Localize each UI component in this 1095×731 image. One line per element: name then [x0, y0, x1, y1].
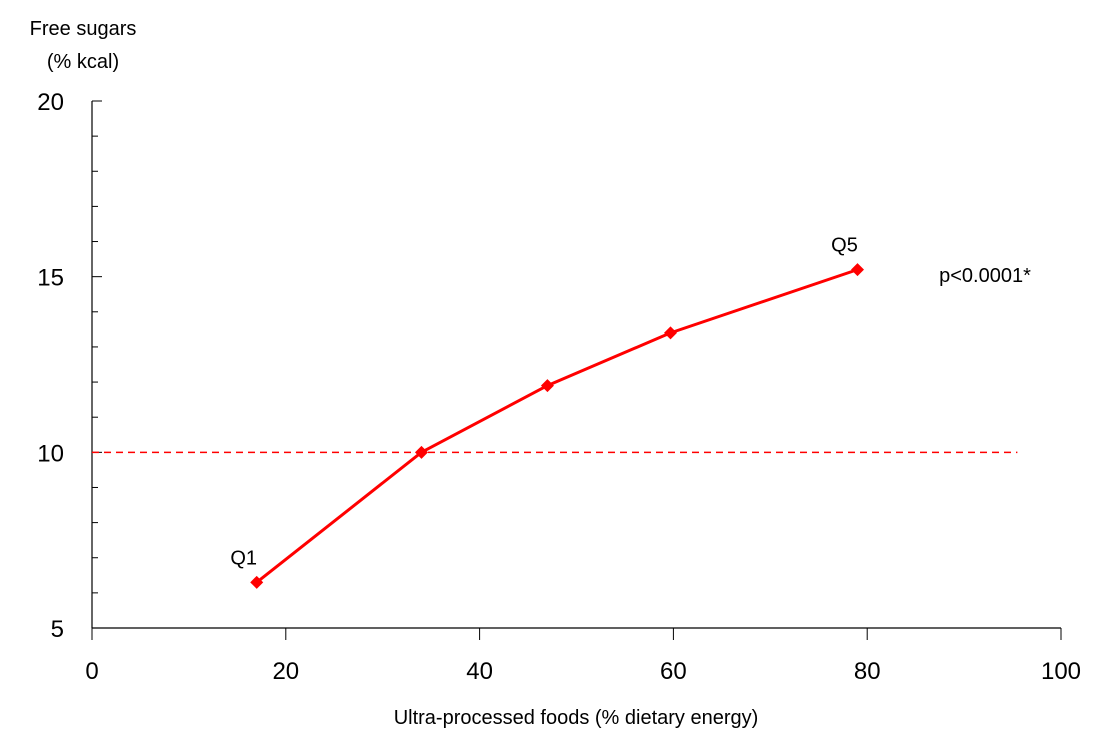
data-point — [851, 263, 865, 277]
x-axis: 0 20 40 60 80 100 — [85, 627, 1081, 685]
x-tick-label: 100 — [1041, 658, 1081, 685]
data-point — [663, 326, 677, 340]
x-tick-label: 0 — [85, 658, 98, 685]
series-group — [250, 263, 865, 589]
x-tick-label: 20 — [272, 658, 299, 685]
x-axis-title: Ultra-processed foods (% dietary energy) — [394, 707, 759, 729]
y-tick-label: 10 — [37, 440, 64, 467]
point-label: Q1 — [230, 547, 257, 569]
y-axis-title: Free sugars (% kcal) — [30, 18, 137, 73]
x-tick-label: 40 — [466, 658, 493, 685]
data-point — [414, 445, 428, 459]
y-tick-label: 5 — [51, 616, 64, 643]
series-line — [255, 268, 860, 584]
point-label: Q5 — [831, 235, 858, 257]
data-point — [540, 379, 554, 393]
y-tick-label: 20 — [37, 89, 64, 116]
y-axis-title-line-2: (% kcal) — [47, 51, 119, 73]
y-axis: 5 10 15 20 — [37, 89, 102, 643]
x-tick-label: 80 — [854, 658, 881, 685]
data-point — [250, 575, 264, 589]
point-labels: Q1 Q5 — [230, 235, 857, 570]
y-axis-title-line-1: Free sugars — [30, 18, 137, 40]
p-value-annotation: p<0.0001* — [939, 265, 1031, 287]
x-tick-label: 60 — [660, 658, 687, 685]
y-tick-label: 15 — [37, 265, 64, 292]
